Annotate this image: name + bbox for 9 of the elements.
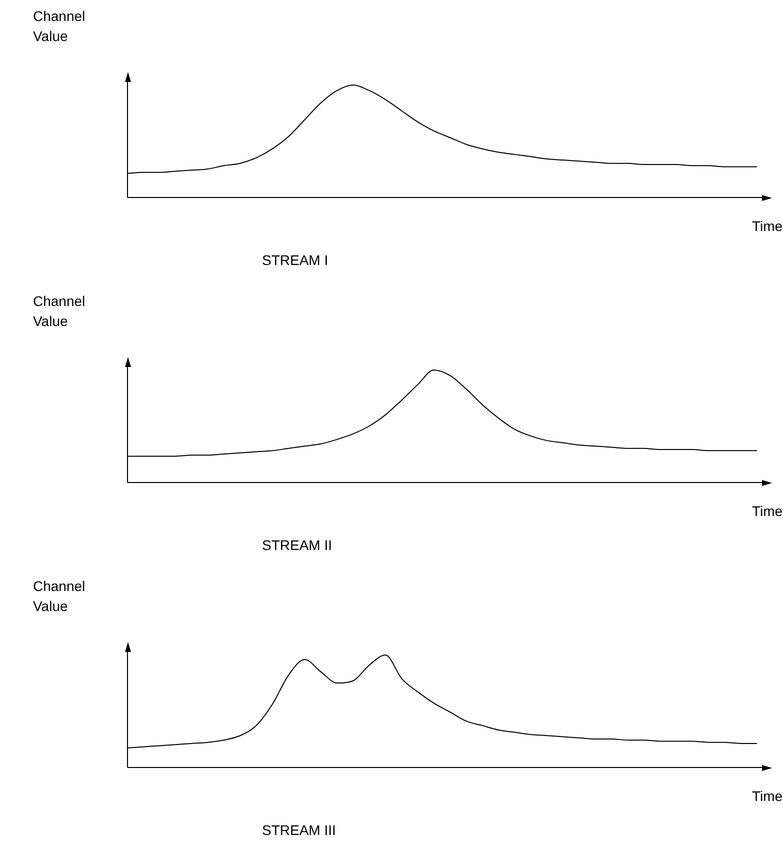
x-axis-title: Time (752, 787, 783, 806)
x-axis-title: Time (752, 502, 783, 521)
y-axis-title: Channel Value (33, 7, 86, 46)
text: STREAM I (262, 251, 328, 270)
text: STREAM II (262, 536, 332, 555)
text: STREAM III (262, 821, 336, 840)
y-axis-title: Channel Value (33, 577, 86, 616)
x-axis-title: Time (752, 217, 783, 236)
y-axis-title: Channel Value (33, 292, 86, 331)
